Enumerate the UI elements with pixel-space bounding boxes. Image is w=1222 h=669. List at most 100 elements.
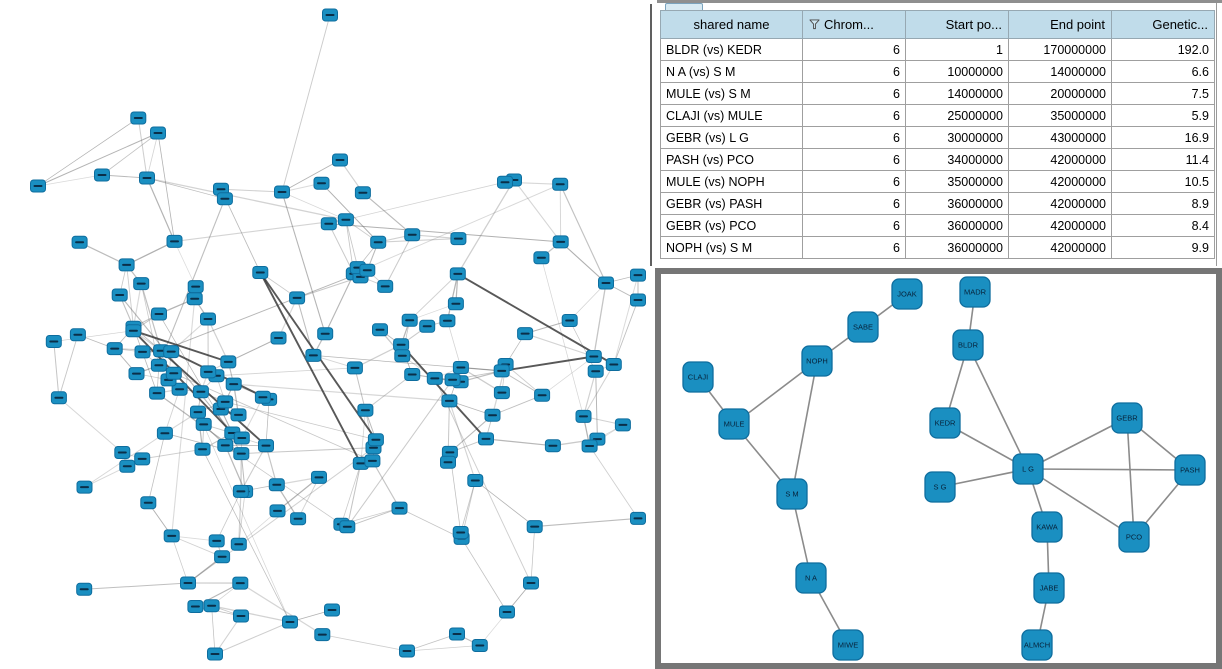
- network-node[interactable]: [134, 452, 151, 466]
- table-row[interactable]: MULE (vs) NOPH 6 35000000 42000000 10.5: [660, 170, 1215, 193]
- cell-shared-name[interactable]: MULE (vs) NOPH: [660, 170, 803, 193]
- network-node[interactable]: [150, 126, 166, 140]
- network-node[interactable]: [171, 382, 188, 396]
- network-node[interactable]: [614, 418, 631, 432]
- table-row[interactable]: NOPH (vs) S M 6 36000000 42000000 9.9: [660, 236, 1215, 259]
- node-shape[interactable]: [1021, 629, 1053, 661]
- network-node[interactable]: [377, 279, 394, 293]
- network-node[interactable]: [220, 355, 237, 369]
- network-node[interactable]: [186, 292, 203, 306]
- cell-shared-name[interactable]: NOPH (vs) S M: [660, 236, 803, 259]
- network-node[interactable]: [230, 408, 247, 422]
- node-shape[interactable]: [1031, 511, 1063, 543]
- network-node[interactable]: [585, 350, 602, 363]
- cell-value[interactable]: 6: [802, 38, 906, 61]
- network-node[interactable]: [552, 177, 569, 191]
- subnetwork-node-l-g[interactable]: L G: [1012, 453, 1044, 485]
- node-shape[interactable]: [847, 311, 879, 343]
- cell-value[interactable]: 14000000: [1008, 60, 1112, 83]
- node-shape[interactable]: [718, 408, 750, 440]
- network-node[interactable]: [130, 111, 147, 125]
- network-node[interactable]: [526, 520, 543, 534]
- subnetwork-node-madr[interactable]: MADR: [959, 276, 991, 308]
- network-node[interactable]: [587, 364, 604, 378]
- cell-value[interactable]: 42000000: [1008, 192, 1112, 215]
- subnetwork-node-joak[interactable]: JOAK: [891, 278, 923, 310]
- node-shape[interactable]: [832, 629, 864, 661]
- network-node[interactable]: [217, 438, 234, 452]
- network-node[interactable]: [322, 8, 338, 22]
- cell-value[interactable]: 36000000: [905, 192, 1009, 215]
- cell-shared-name[interactable]: GEBR (vs) PCO: [660, 214, 803, 237]
- network-node[interactable]: [544, 439, 561, 453]
- network-node[interactable]: [441, 394, 458, 408]
- column-header-genetic[interactable]: Genetic...: [1111, 10, 1215, 39]
- cell-value[interactable]: 42000000: [1008, 236, 1112, 259]
- node-shape[interactable]: [1111, 402, 1143, 434]
- node-shape[interactable]: [1174, 454, 1206, 486]
- table-row[interactable]: MULE (vs) S M 6 14000000 20000000 7.5: [660, 82, 1215, 105]
- network-node[interactable]: [163, 345, 180, 359]
- network-node[interactable]: [290, 512, 307, 526]
- network-node[interactable]: [216, 192, 233, 206]
- cell-value[interactable]: 6: [802, 236, 906, 259]
- subnetwork-node-pash[interactable]: PASH: [1174, 454, 1206, 486]
- network-node[interactable]: [499, 605, 515, 619]
- network-node[interactable]: [364, 454, 381, 468]
- network-node[interactable]: [440, 455, 456, 469]
- full-network-panel[interactable]: [0, 0, 650, 669]
- network-node[interactable]: [357, 403, 374, 417]
- cell-value[interactable]: 8.9: [1111, 192, 1215, 215]
- node-shape[interactable]: [959, 276, 991, 308]
- network-node[interactable]: [140, 496, 157, 510]
- network-node[interactable]: [163, 529, 180, 543]
- node-shape[interactable]: [1012, 453, 1044, 485]
- table-row[interactable]: GEBR (vs) PASH 6 36000000 42000000 8.9: [660, 192, 1215, 215]
- network-node[interactable]: [630, 511, 646, 525]
- network-node[interactable]: [94, 168, 110, 182]
- subnetwork-node-s-g[interactable]: S G: [924, 471, 956, 503]
- cell-value[interactable]: 10.5: [1111, 170, 1215, 193]
- network-node[interactable]: [111, 288, 128, 302]
- network-node[interactable]: [449, 267, 466, 281]
- node-shape[interactable]: [801, 345, 833, 377]
- network-node[interactable]: [76, 582, 93, 596]
- network-node[interactable]: [497, 175, 513, 189]
- network-node[interactable]: [552, 235, 569, 249]
- network-node[interactable]: [289, 291, 306, 305]
- cell-value[interactable]: 43000000: [1008, 126, 1112, 149]
- network-node[interactable]: [439, 314, 456, 328]
- network-node[interactable]: [106, 342, 123, 356]
- network-node[interactable]: [166, 234, 183, 248]
- subnetwork-canvas[interactable]: JOAK MADR SABE NOPH BLDR CLAJI MULE KEDR GEBR L G…: [661, 274, 1216, 663]
- cell-value[interactable]: 42000000: [1008, 148, 1112, 171]
- table-row[interactable]: N A (vs) S M 6 10000000 14000000 6.6: [660, 60, 1215, 83]
- network-node[interactable]: [207, 647, 223, 661]
- network-node[interactable]: [254, 390, 271, 404]
- cell-value[interactable]: 34000000: [905, 148, 1009, 171]
- network-node[interactable]: [252, 266, 269, 279]
- cell-value[interactable]: 14000000: [905, 82, 1009, 105]
- column-header-end-point[interactable]: End point: [1008, 10, 1112, 39]
- cell-value[interactable]: 6: [802, 148, 906, 171]
- cell-value[interactable]: 42000000: [1008, 170, 1112, 193]
- cell-value[interactable]: 192.0: [1111, 38, 1215, 61]
- network-node[interactable]: [165, 366, 182, 380]
- network-node[interactable]: [180, 576, 196, 590]
- network-node[interactable]: [605, 358, 622, 371]
- network-node[interactable]: [230, 537, 247, 551]
- network-node[interactable]: [339, 520, 356, 534]
- network-node[interactable]: [71, 235, 88, 249]
- table-row[interactable]: CLAJI (vs) MULE 6 25000000 35000000 5.9: [660, 104, 1215, 127]
- network-node[interactable]: [258, 439, 274, 453]
- network-node[interactable]: [45, 335, 62, 348]
- network-node[interactable]: [354, 186, 371, 200]
- cell-shared-name[interactable]: CLAJI (vs) MULE: [660, 104, 803, 127]
- cell-value[interactable]: 42000000: [1008, 214, 1112, 237]
- network-node[interactable]: [187, 280, 204, 294]
- column-header-chromosome[interactable]: Chrom...: [802, 10, 906, 39]
- node-shape[interactable]: [776, 478, 808, 510]
- cell-value[interactable]: 30000000: [905, 126, 1009, 149]
- node-shape[interactable]: [1033, 572, 1065, 604]
- network-node[interactable]: [195, 417, 212, 431]
